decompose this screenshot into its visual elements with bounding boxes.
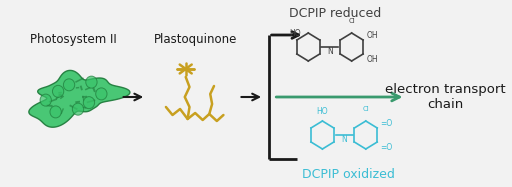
Circle shape <box>72 103 83 115</box>
Text: Photosystem II: Photosystem II <box>30 33 117 45</box>
Text: DCPIP oxidized: DCPIP oxidized <box>303 168 395 182</box>
Circle shape <box>52 85 64 97</box>
Text: Plastoquinone: Plastoquinone <box>154 33 237 45</box>
Text: Cl: Cl <box>348 18 355 24</box>
Circle shape <box>83 97 95 109</box>
Text: N: N <box>341 134 347 143</box>
Polygon shape <box>29 70 130 127</box>
Text: HO: HO <box>289 28 301 38</box>
Circle shape <box>40 94 51 106</box>
Text: =O: =O <box>380 119 393 128</box>
Text: Cl: Cl <box>362 106 369 112</box>
Circle shape <box>63 79 75 91</box>
Circle shape <box>86 76 97 88</box>
Text: OH: OH <box>367 30 378 39</box>
Circle shape <box>96 88 107 100</box>
Text: =O: =O <box>380 142 393 151</box>
Text: N: N <box>327 47 333 56</box>
Text: electron transport
chain: electron transport chain <box>385 83 505 111</box>
Text: DCPIP reduced: DCPIP reduced <box>289 7 381 19</box>
Text: HO: HO <box>316 107 328 116</box>
Text: OH: OH <box>367 54 378 64</box>
Circle shape <box>50 106 61 118</box>
